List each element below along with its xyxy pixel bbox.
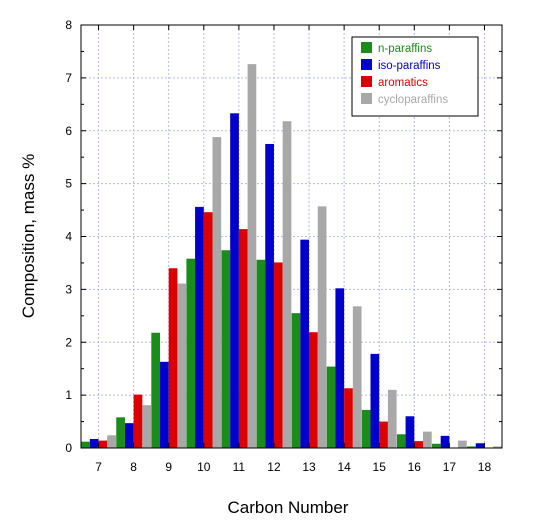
x-tick-label: 13 — [302, 460, 316, 474]
bar-n-paraffins-17 — [431, 443, 441, 448]
bar-cycloparaffins-18 — [493, 446, 502, 448]
x-tick-label: 10 — [197, 460, 211, 474]
legend-label-aromatics: aromatics — [378, 77, 428, 89]
bar-iso-paraffins-14 — [335, 288, 345, 448]
bar-iso-paraffins-16 — [405, 416, 415, 448]
bar-aromatics-14 — [344, 388, 353, 448]
bar-n-paraffins-7 — [81, 441, 90, 448]
bar-iso-paraffins-15 — [370, 353, 380, 448]
bar-iso-paraffins-11 — [230, 113, 239, 449]
x-tick-label: 14 — [337, 460, 351, 474]
y-tick-label: 0 — [65, 441, 72, 455]
legend-swatch-cycloparaffins — [361, 93, 372, 104]
y-tick-label: 1 — [65, 388, 72, 402]
bar-cycloparaffins-14 — [352, 306, 362, 448]
bar-aromatics-12 — [273, 262, 283, 448]
bar-n-paraffins-11 — [221, 250, 231, 448]
bar-aromatics-15 — [379, 421, 388, 448]
x-tick-label: 9 — [165, 460, 172, 474]
x-tick-label: 17 — [443, 460, 457, 474]
bar-n-paraffins-13 — [291, 313, 301, 448]
bar-cycloparaffins-10 — [212, 137, 222, 448]
bar-iso-paraffins-17 — [440, 435, 450, 448]
bar-n-paraffins-10 — [186, 258, 196, 448]
bar-aromatics-8 — [133, 394, 143, 448]
legend-label-iso-paraffins: iso-paraffins — [378, 60, 441, 72]
bar-aromatics-10 — [203, 212, 213, 448]
bar-n-paraffins-18 — [467, 446, 476, 448]
legend-swatch-iso-paraffins — [361, 59, 372, 70]
bar-n-paraffins-16 — [396, 434, 406, 448]
bar-iso-paraffins-18 — [475, 443, 485, 448]
legend-label-n-paraffins: n-paraffins — [378, 43, 432, 55]
x-axis-label: Carbon Number — [228, 498, 349, 517]
bar-n-paraffins-12 — [256, 259, 266, 448]
bar-iso-paraffins-13 — [300, 239, 310, 448]
legend-swatch-n-paraffins — [361, 42, 372, 53]
bar-cycloparaffins-9 — [177, 283, 187, 448]
tick-marks — [81, 24, 502, 449]
bar-cycloparaffins-8 — [142, 405, 152, 448]
legend-items: n-paraffins iso-paraffins aromatics cyclopa… — [361, 42, 448, 106]
legend: n-paraffins iso-paraffins aromatics cyclopa… — [351, 36, 479, 117]
bar-iso-paraffins-12 — [265, 143, 274, 448]
bar-cycloparaffins-13 — [317, 206, 327, 448]
bar-cycloparaffins-16 — [422, 431, 432, 448]
legend-box — [351, 36, 479, 117]
bar-cycloparaffins-7 — [107, 435, 116, 448]
bar-aromatics-11 — [238, 229, 248, 448]
bar-iso-paraffins-10 — [195, 206, 204, 448]
x-tick-label: 11 — [233, 460, 246, 474]
bar-cycloparaffins-17 — [458, 440, 467, 448]
bar-cycloparaffins-12 — [282, 121, 292, 449]
legend-label-cycloparaffins: cycloparaffins — [378, 94, 448, 106]
y-tick-label: 7 — [65, 71, 72, 85]
y-tick-label: 6 — [65, 124, 72, 138]
bar-aromatics-13 — [309, 332, 318, 448]
y-tick-label: 4 — [65, 230, 72, 244]
bar-iso-paraffins-8 — [124, 423, 134, 448]
bar-aromatics-7 — [98, 440, 108, 448]
bar-cycloparaffins-15 — [387, 389, 397, 448]
x-tick-label: 15 — [373, 460, 387, 474]
y-axis-label: Composition, mass % — [19, 154, 38, 318]
bar-n-paraffins-9 — [151, 332, 161, 448]
x-tick-label: 16 — [408, 460, 422, 474]
legend-swatch-aromatics — [361, 76, 372, 87]
bar-n-paraffins-8 — [116, 417, 125, 448]
bar-n-paraffins-14 — [326, 366, 336, 448]
x-tick-labels: 7 8 9 10 11 12 13 14 15 16 17 18 — [95, 460, 491, 474]
x-tick-label: 12 — [267, 460, 281, 474]
y-tick-labels: 0 1 2 3 4 5 6 7 8 — [65, 18, 72, 455]
bar-iso-paraffins-9 — [160, 361, 169, 448]
x-tick-label: 8 — [130, 460, 137, 474]
y-tick-label: 8 — [65, 18, 72, 32]
bar-cycloparaffins-11 — [247, 64, 257, 448]
bar-aromatics-9 — [168, 268, 178, 448]
y-tick-label: 5 — [65, 177, 72, 191]
x-tick-label: 18 — [478, 460, 492, 474]
bar-n-paraffins-15 — [361, 409, 371, 448]
x-tick-label: 7 — [95, 460, 102, 474]
bars — [81, 64, 502, 449]
y-tick-label: 2 — [65, 335, 72, 349]
bar-aromatics-16 — [414, 441, 423, 448]
y-tick-label: 3 — [65, 282, 72, 296]
bar-iso-paraffins-7 — [89, 439, 99, 448]
